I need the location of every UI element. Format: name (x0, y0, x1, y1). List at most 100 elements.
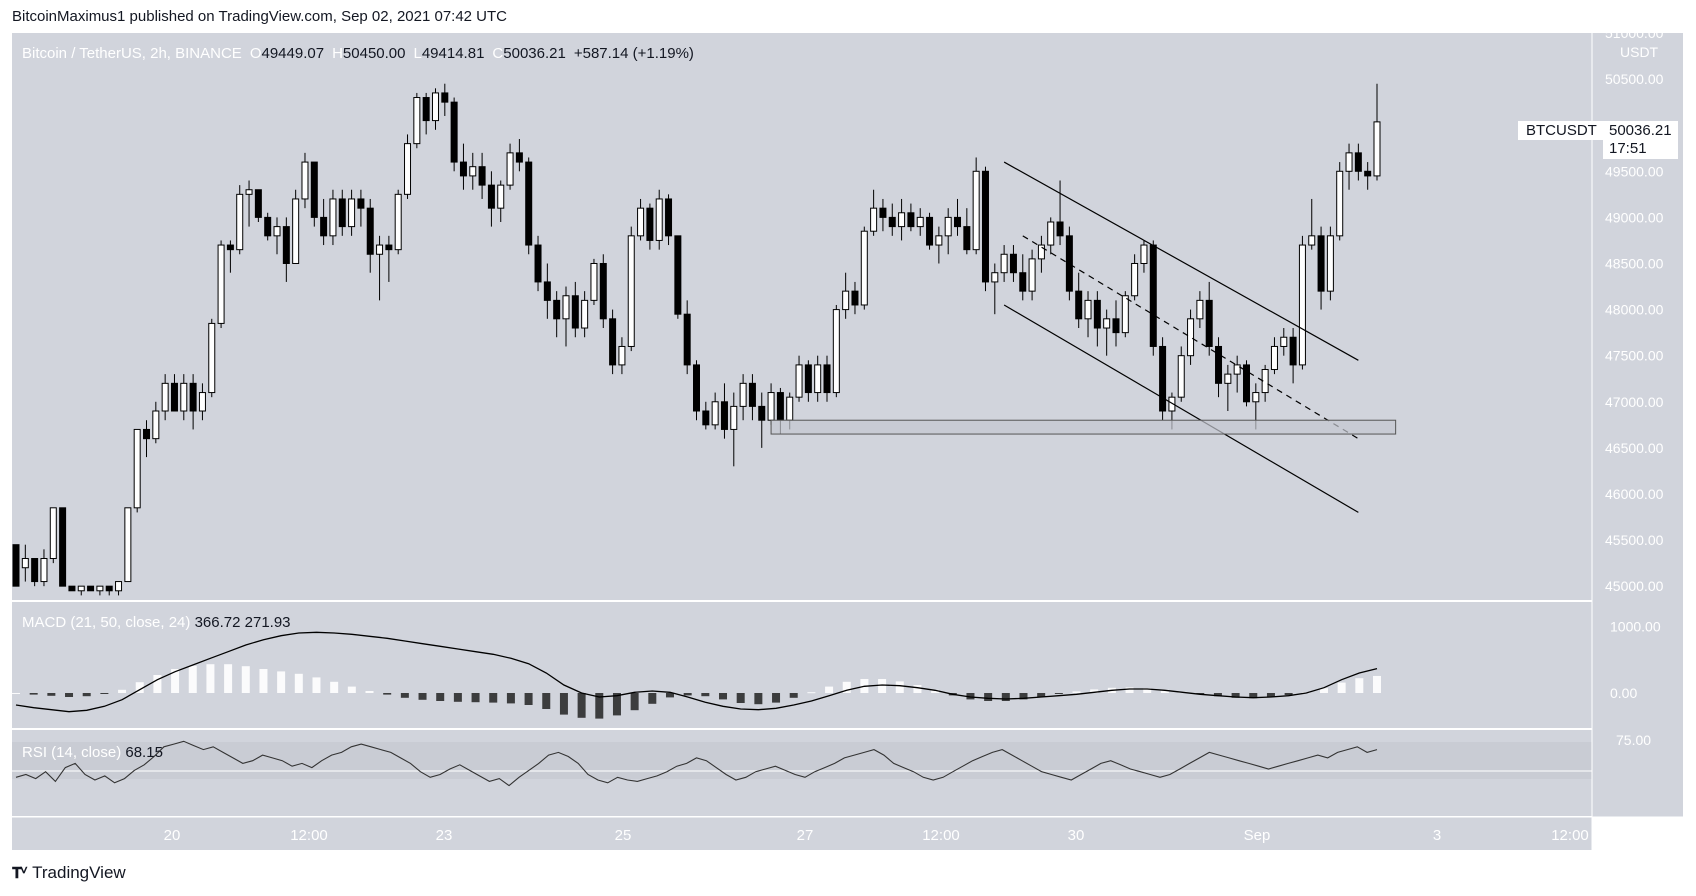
rsi-series: 75.00 (15, 732, 1651, 787)
macd-histogram-bar (1231, 693, 1240, 698)
candle (21, 544, 29, 582)
macd-histogram-bar (1249, 693, 1258, 699)
macd-histogram-bar (1284, 693, 1293, 695)
candle (870, 189, 878, 236)
candle (1196, 291, 1204, 329)
candle-body (758, 405, 766, 421)
candle-body (282, 226, 290, 264)
chart-frame[interactable]: 1000.00 0.00 75.00 51000.00 50500.00 49500.… (12, 33, 1683, 850)
macd-histogram-bar (789, 693, 798, 698)
macd-histogram-bar (754, 693, 763, 705)
support-zone (770, 419, 1397, 435)
candle (618, 337, 626, 375)
candle-body (497, 184, 505, 209)
candle (264, 212, 272, 241)
candle (1149, 240, 1157, 356)
macd-histogram-bar (489, 693, 498, 703)
candle (571, 281, 579, 338)
candle-body (143, 428, 151, 440)
candle-body (1112, 318, 1120, 334)
macd-histogram-bar (1001, 693, 1010, 701)
candle (320, 198, 328, 246)
candle-body (413, 97, 421, 145)
candle (860, 226, 868, 310)
candle-body (1177, 355, 1185, 398)
time-tick-label: 3 (1433, 827, 1441, 844)
candle-body (310, 161, 318, 218)
candle (506, 143, 514, 190)
candle-body (991, 272, 999, 283)
candle-body (226, 244, 234, 251)
macd-tick-label: 0.00 (1610, 685, 1637, 701)
candle (1187, 309, 1195, 365)
macd-histogram-bar (1355, 678, 1364, 693)
candle (665, 194, 673, 246)
candle-body (87, 585, 95, 592)
candle-body (264, 216, 272, 237)
macd-histogram-bar (135, 682, 144, 693)
candle-body (40, 558, 48, 583)
candle-body (450, 101, 458, 163)
candle-body (1000, 253, 1008, 274)
candle-body (441, 92, 449, 103)
candle (1308, 198, 1316, 250)
candle-body (1075, 290, 1083, 320)
candle (366, 198, 374, 273)
channel-lower-line (1003, 304, 1359, 513)
candle (226, 240, 234, 273)
candle (730, 392, 738, 467)
candle (49, 507, 57, 564)
candle (804, 360, 812, 402)
candle (1019, 254, 1027, 301)
candle (469, 152, 477, 190)
candle (404, 134, 412, 199)
candle (1000, 245, 1008, 282)
open-prefix: O (249, 45, 262, 62)
candle-body (655, 198, 663, 241)
candle (702, 401, 710, 430)
candle (926, 212, 934, 250)
candle (814, 355, 822, 402)
candle (348, 189, 356, 236)
candle-body (431, 92, 439, 122)
candle-body (693, 364, 700, 412)
rsi-label: RSI (14, close) (22, 744, 122, 761)
time-tick-label: 20 (164, 827, 181, 844)
candle-body (338, 198, 346, 228)
candle (497, 180, 505, 222)
price-tick-label: 45500.00 (1605, 532, 1664, 548)
candle-body (170, 382, 178, 412)
candle (1065, 226, 1073, 301)
price-chart-svg[interactable]: 1000.00 0.00 75.00 51000.00 50500.00 49500.… (12, 33, 1683, 850)
candle-body (77, 585, 85, 592)
macd-histogram-bar (82, 693, 91, 697)
candle (758, 392, 766, 448)
macd-histogram-bar (100, 693, 109, 694)
candle-body (814, 364, 822, 394)
candle-body (590, 262, 598, 301)
candle (888, 203, 896, 236)
candle (273, 217, 281, 255)
candle (1075, 272, 1083, 329)
tradingview-footer[interactable]: 𝐓ⱽ TradingView (12, 863, 126, 883)
candle-body (394, 193, 402, 251)
macd-histogram-bar (542, 693, 551, 709)
candle (77, 585, 85, 596)
macd-histogram-bar (400, 693, 409, 698)
candle-body (618, 345, 626, 366)
candle-body (711, 401, 719, 426)
candle (963, 208, 971, 255)
candle-body (348, 198, 356, 228)
candle-body (1187, 318, 1195, 357)
candle (413, 92, 421, 149)
candle (581, 291, 589, 338)
candle-body (1037, 244, 1045, 260)
macd-histogram-bar (1090, 689, 1099, 693)
candle-body (646, 207, 654, 241)
candle (1121, 291, 1129, 338)
price-tick-label: 47500.00 (1605, 348, 1664, 364)
high-value: 50450.00 (342, 45, 406, 62)
candle-body (599, 262, 607, 320)
candle (198, 383, 206, 421)
rsi-band (12, 742, 1592, 779)
